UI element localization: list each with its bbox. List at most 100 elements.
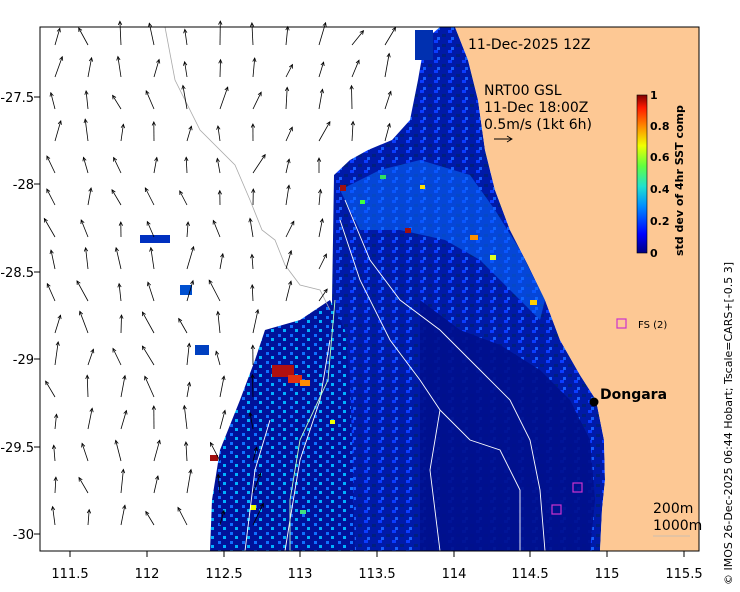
- current-arrow: [46, 155, 56, 174]
- current-arrow-head: [221, 375, 226, 381]
- current-arrow: [142, 311, 155, 334]
- current-arrow-head: [183, 28, 188, 34]
- current-arrow: [80, 219, 89, 238]
- current-arrow-head: [216, 125, 221, 130]
- current-arrow-head: [186, 342, 192, 348]
- current-arrow-head: [257, 472, 262, 478]
- current-arrow-head: [215, 350, 220, 356]
- current-arrow: [145, 511, 155, 526]
- current-arrow: [84, 119, 89, 142]
- current-arrow-head: [81, 442, 86, 448]
- current-arrow: [252, 503, 264, 526]
- current-arrow-head: [179, 190, 184, 196]
- current-arrow-head: [253, 446, 258, 452]
- current-arrow: [153, 59, 160, 78]
- current-arrow-head: [181, 84, 186, 90]
- current-arrow-head: [76, 280, 81, 285]
- current-vector-field: [43, 20, 396, 526]
- x-tick-label: 114: [442, 567, 467, 582]
- current-arrow: [252, 58, 256, 78]
- current-arrow-head: [151, 120, 156, 126]
- current-arrow: [118, 283, 122, 302]
- current-arrow: [87, 509, 90, 526]
- x-tick-label: 114.5: [511, 567, 548, 582]
- current-arrow: [87, 187, 92, 206]
- current-arrow-head: [145, 89, 150, 95]
- current-arrow: [186, 382, 190, 398]
- current-arrow-head: [350, 120, 355, 126]
- current-arrow-head: [250, 373, 255, 379]
- current-arrow-head: [141, 345, 147, 351]
- current-arrow: [217, 474, 221, 494]
- current-arrow: [79, 311, 89, 334]
- current-arrow-head: [49, 91, 54, 97]
- current-arrow: [251, 284, 254, 302]
- current-arrow-head: [119, 314, 124, 319]
- current-arrow: [81, 443, 89, 462]
- current-arrow-head: [114, 246, 119, 252]
- current-arrow-head: [177, 506, 182, 512]
- current-arrow-head: [113, 156, 118, 162]
- current-arrow-head: [80, 219, 85, 225]
- current-arrow: [120, 375, 126, 398]
- current-arrow: [113, 157, 122, 174]
- current-arrow-head: [250, 253, 255, 259]
- current-arrow-head: [122, 504, 127, 510]
- coastline-trace: [164, 26, 331, 311]
- current-arrow-head: [184, 156, 189, 162]
- current-arrow: [183, 405, 188, 430]
- current-arrow: [252, 92, 262, 110]
- current-arrow-head: [83, 246, 89, 252]
- current-arrow-head: [178, 317, 183, 323]
- x-tick-label: 113.5: [358, 567, 395, 582]
- current-arrow-head: [386, 52, 391, 58]
- current-arrow: [178, 318, 188, 334]
- current-arrow: [384, 91, 392, 110]
- current-arrow-head: [215, 157, 220, 163]
- current-arrow: [351, 60, 360, 78]
- current-arrow: [219, 59, 221, 78]
- current-arrow: [217, 125, 221, 142]
- current-arrow: [112, 95, 122, 110]
- current-arrow-head: [288, 280, 293, 286]
- station-marker-icon: [616, 318, 627, 329]
- current-time-label: 11-Dec 18:00Z: [484, 100, 588, 116]
- current-arrow-head: [56, 27, 61, 33]
- current-arrow: [210, 442, 221, 462]
- current-arrow: [318, 22, 326, 46]
- current-arrow-head: [259, 502, 264, 508]
- x-tick-label: 115.5: [665, 567, 702, 582]
- current-arrow-head: [222, 409, 227, 415]
- current-arrow-head: [46, 188, 51, 194]
- current-arrow: [318, 61, 324, 78]
- colorbar: [636, 94, 648, 254]
- current-arrow-head: [154, 156, 159, 162]
- current-arrow-head: [46, 155, 51, 161]
- current-arrow: [54, 315, 61, 334]
- current-arrow: [285, 185, 290, 206]
- y-tick-label: -29.5: [0, 441, 34, 456]
- current-arrow-head: [49, 249, 54, 255]
- current-arrow: [54, 414, 57, 430]
- current-arrow-head: [182, 404, 187, 410]
- current-arrow: [46, 188, 56, 206]
- current-arrow: [212, 220, 221, 238]
- current-arrow-head: [79, 310, 83, 316]
- current-arrow: [186, 246, 194, 270]
- current-arrow-head: [319, 217, 324, 223]
- current-arrow-head: [320, 61, 325, 67]
- current-arrow-head: [190, 245, 195, 251]
- current-arrow-head: [118, 221, 123, 226]
- current-arrow-head: [144, 375, 149, 381]
- current-arrow: [144, 187, 155, 206]
- current-arrow: [249, 218, 254, 238]
- current-arrow-head: [188, 468, 193, 474]
- current-arrow: [111, 189, 122, 206]
- colorbar-tick-label: 0.8: [650, 120, 670, 133]
- current-arrow: [120, 505, 126, 526]
- current-arrow: [115, 440, 122, 462]
- current-arrow-head: [216, 473, 221, 479]
- sst-hotspots: [140, 30, 537, 514]
- current-arrow: [144, 376, 155, 398]
- current-arrow: [86, 375, 89, 398]
